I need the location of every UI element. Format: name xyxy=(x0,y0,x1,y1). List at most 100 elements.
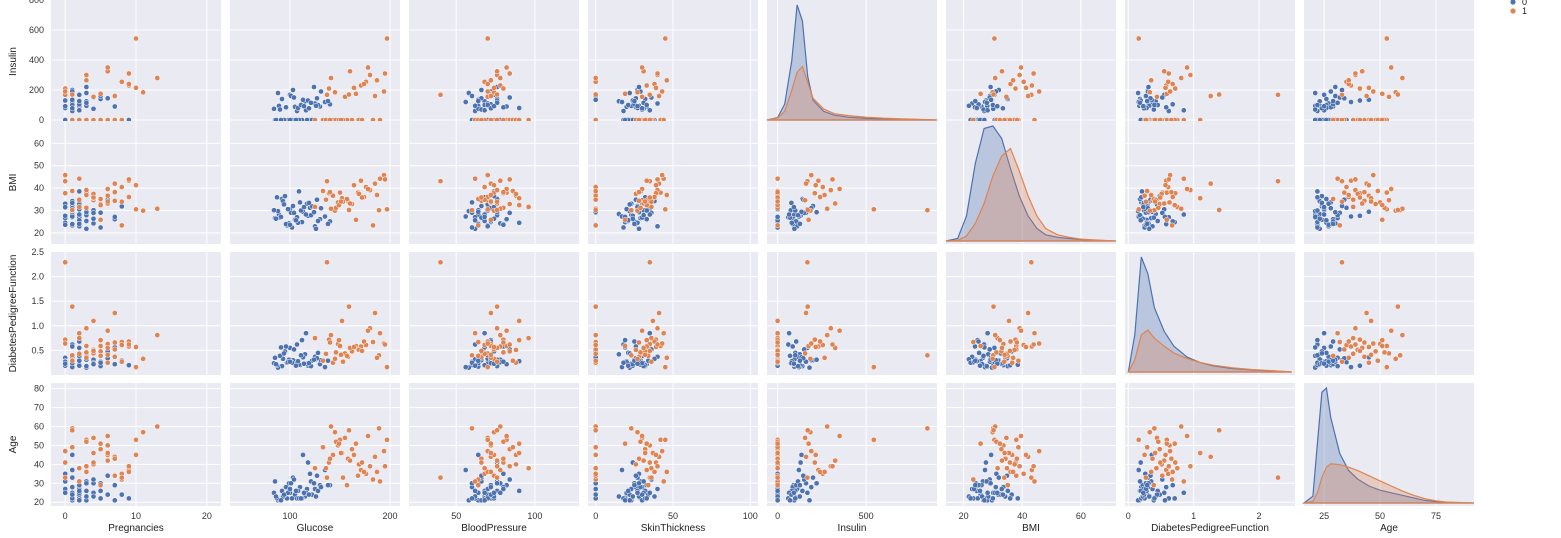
point-series-0 xyxy=(314,196,320,203)
point-series-1 xyxy=(1169,194,1176,200)
point-series-0 xyxy=(306,105,312,112)
kde-series-1 xyxy=(1303,463,1475,504)
point-series-1 xyxy=(332,429,338,436)
point-series-1 xyxy=(374,192,380,198)
point-series-1 xyxy=(347,457,353,464)
point-series-1 xyxy=(1361,353,1368,360)
point-series-1 xyxy=(1171,202,1178,208)
point-series-1 xyxy=(111,197,118,204)
point-series-0 xyxy=(293,488,299,494)
point-series-1 xyxy=(481,184,488,190)
point-series-0 xyxy=(325,357,331,364)
point-series-0 xyxy=(977,362,983,369)
point-series-1 xyxy=(323,196,329,203)
point-series-1 xyxy=(829,341,836,348)
panel-BMI-vs-DiabetesPedigreeFunction xyxy=(1125,121,1295,244)
point-series-0 xyxy=(983,99,990,106)
point-series-1 xyxy=(69,207,76,213)
point-series-1 xyxy=(1146,89,1153,96)
point-series-1 xyxy=(1001,450,1008,456)
x-axis-label: Age xyxy=(1380,523,1398,534)
point-series-1 xyxy=(472,175,478,182)
point-series-1 xyxy=(824,423,831,430)
point-series-1 xyxy=(1216,427,1223,434)
point-series-1 xyxy=(1157,194,1164,201)
y-tick-label: 0.5 xyxy=(31,345,44,355)
point-series-1 xyxy=(663,354,670,361)
point-series-1 xyxy=(992,332,999,338)
point-series-0 xyxy=(620,108,627,114)
point-series-1 xyxy=(323,350,329,357)
point-series-0 xyxy=(301,360,307,367)
point-series-1 xyxy=(1169,222,1175,229)
point-series-1 xyxy=(374,77,380,84)
point-series-0 xyxy=(966,102,972,109)
point-series-1 xyxy=(821,192,828,198)
x-tick-label: 60 xyxy=(1076,511,1086,521)
point-series-1 xyxy=(1167,88,1173,95)
point-series-1 xyxy=(346,91,352,98)
x-axis-label: Glucose xyxy=(297,523,334,534)
point-series-1 xyxy=(1366,182,1372,189)
point-series-1 xyxy=(1350,196,1357,203)
point-series-0 xyxy=(797,357,803,364)
point-series-1 xyxy=(500,85,507,92)
point-series-0 xyxy=(797,459,804,466)
point-series-0 xyxy=(475,452,482,458)
point-series-1 xyxy=(1031,330,1038,337)
point-series-1 xyxy=(1135,206,1142,213)
point-series-0 xyxy=(481,107,488,114)
point-series-1 xyxy=(804,303,811,310)
point-series-1 xyxy=(126,176,132,183)
point-series-1 xyxy=(320,357,326,364)
point-series-1 xyxy=(330,192,336,199)
point-series-0 xyxy=(1150,214,1157,221)
point-series-0 xyxy=(279,96,285,102)
point-series-0 xyxy=(1314,102,1321,108)
point-series-1 xyxy=(639,327,645,334)
point-series-1 xyxy=(324,474,330,481)
point-series-0 xyxy=(623,206,630,212)
point-series-1 xyxy=(1343,184,1350,190)
point-series-0 xyxy=(516,219,523,226)
point-series-1 xyxy=(111,189,118,195)
point-series-1 xyxy=(333,349,339,356)
point-series-1 xyxy=(320,444,326,451)
point-series-0 xyxy=(306,360,312,367)
point-series-1 xyxy=(803,310,809,316)
point-series-1 xyxy=(592,350,599,357)
point-series-1 xyxy=(653,182,659,189)
point-series-1 xyxy=(646,348,653,354)
point-series-1 xyxy=(1361,189,1368,195)
point-series-1 xyxy=(328,332,334,338)
point-series-1 xyxy=(83,469,90,475)
point-series-1 xyxy=(323,465,329,472)
point-series-1 xyxy=(1386,197,1392,204)
point-series-0 xyxy=(291,346,297,353)
point-series-1 xyxy=(111,346,118,353)
point-series-1 xyxy=(774,440,781,447)
point-series-0 xyxy=(640,212,647,219)
point-series-1 xyxy=(97,352,104,359)
point-series-1 xyxy=(76,335,83,341)
point-series-0 xyxy=(274,194,280,201)
point-series-1 xyxy=(1148,192,1155,198)
point-series-1 xyxy=(924,425,931,432)
point-series-0 xyxy=(300,452,306,458)
x-tick-label: 1 xyxy=(1191,511,1196,521)
point-series-0 xyxy=(994,489,1001,496)
point-series-0 xyxy=(503,216,510,223)
point-series-0 xyxy=(288,480,294,487)
point-series-1 xyxy=(1156,446,1163,453)
point-series-0 xyxy=(69,221,76,227)
point-series-1 xyxy=(488,216,494,223)
point-series-1 xyxy=(1018,433,1024,439)
point-series-0 xyxy=(1007,495,1014,502)
point-series-1 xyxy=(643,440,650,447)
point-series-1 xyxy=(83,349,90,356)
point-series-0 xyxy=(278,214,284,220)
point-series-0 xyxy=(305,459,311,466)
point-series-1 xyxy=(836,186,843,192)
point-series-0 xyxy=(318,205,324,212)
point-series-1 xyxy=(1399,75,1406,81)
